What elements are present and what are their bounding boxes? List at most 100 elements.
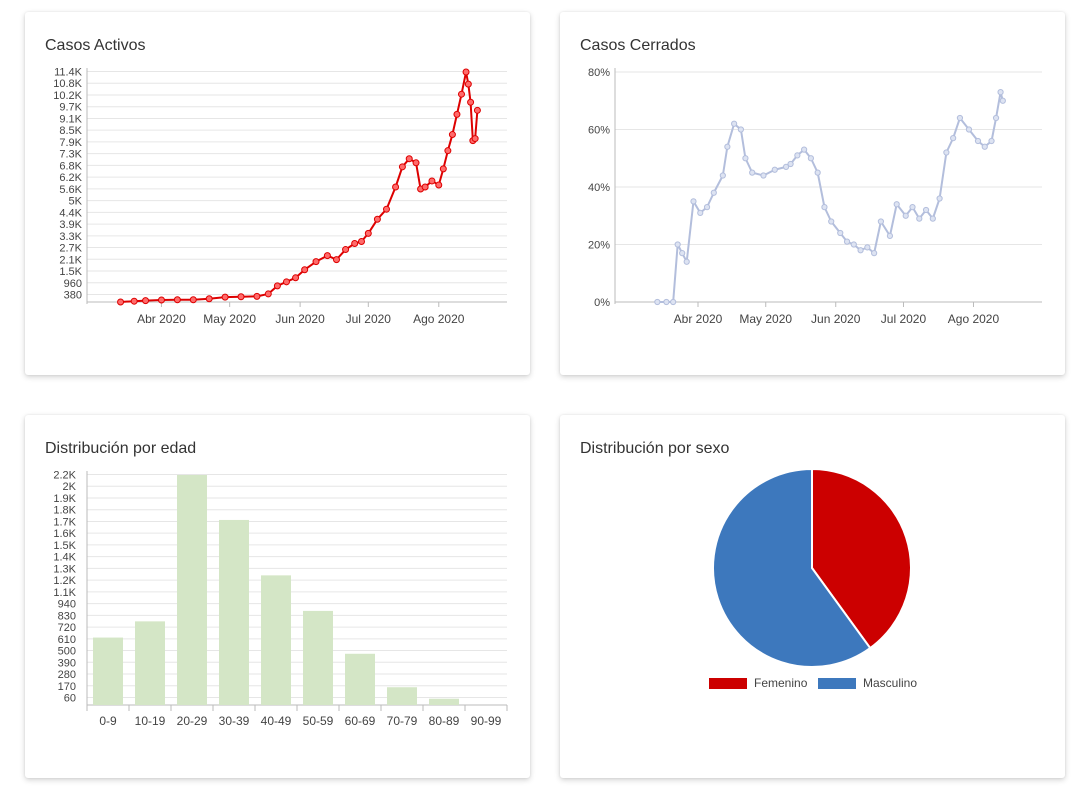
data-point [382,205,390,213]
bar [387,687,417,705]
x-tick-label: 40-49 [261,714,292,728]
data-point [674,241,681,248]
y-tick-label: 1.2K [53,575,76,587]
x-tick-label: 0-9 [99,714,117,728]
data-point [801,146,808,153]
x-tick-label: Ago 2020 [413,312,465,326]
y-tick-label: 7.9K [59,137,82,149]
data-point [771,166,778,173]
bar [135,621,165,705]
y-tick-label: 1.1K [53,587,76,599]
y-tick-label: 11.4K [54,67,83,79]
data-point [909,204,916,211]
legend-swatch-masculino [818,678,856,689]
bar [93,637,123,705]
x-tick-label: 30-39 [219,714,250,728]
x-tick-label: May 2020 [203,312,256,326]
data-point [663,298,670,306]
casos-activos-title: Casos Activos [45,37,146,54]
data-point [323,252,331,260]
data-point [724,143,731,150]
x-tick-label: 60-69 [345,714,376,728]
data-point [997,89,1004,96]
data-point [453,110,461,118]
y-tick-label: 380 [64,290,82,302]
y-tick-label: 9.1K [59,113,82,125]
data-point [471,135,479,143]
y-tick-label: 40% [588,182,610,194]
data-point [351,239,359,247]
data-point [444,147,452,155]
y-tick-label: 60 [64,693,76,705]
y-tick-label: 170 [58,681,76,693]
y-tick-label: 60% [588,125,610,137]
bar [177,475,207,705]
data-point [312,258,320,266]
data-point [843,238,851,245]
distribucion-sexo-card: Distribución por sexo Femenino Masculino [560,415,1065,778]
y-tick-label: 2K [63,481,77,493]
data-point [405,155,413,163]
data-point [981,143,988,150]
y-tick-label: 3.9K [59,219,82,231]
data-point [292,274,300,282]
data-point [850,241,857,248]
data-point [828,218,835,225]
data-point [264,290,272,298]
x-tick-label: Abr 2020 [674,312,723,326]
y-tick-label: 1.5K [59,266,82,278]
data-point [807,155,814,162]
data-point [679,250,686,257]
data-point [173,296,181,304]
data-point [392,183,400,191]
y-tick-label: 10.8K [53,78,82,90]
data-point [760,172,767,179]
y-tick-label: 1.3K [53,563,76,575]
data-point [974,137,982,145]
data-point [142,297,150,305]
data-point [130,297,138,305]
y-tick-label: 6.2K [59,172,82,184]
data-point [999,97,1006,104]
series-line [657,91,1004,303]
pie-slice-femenino [811,467,912,650]
data-point [373,215,381,223]
data-point [448,131,456,139]
x-tick-label: 20-29 [177,714,208,728]
y-tick-label: 500 [58,646,76,658]
data-point [117,298,125,306]
data-point [737,126,744,133]
data-point [929,215,936,222]
y-tick-label: 1.9K [53,493,76,505]
x-tick-label: 80-89 [429,714,460,728]
data-point [189,296,197,304]
data-point [821,204,828,211]
casos-activos-card: Casos Activos 380 960 1.5K 2.1K 2.7K 3.3K 3.9K… [25,12,530,375]
y-tick-label: 80% [588,67,610,79]
y-tick-label: 280 [58,669,76,681]
distribucion-sexo-title: Distribución por sexo [580,440,730,457]
bar [219,519,249,705]
data-point [421,183,429,191]
casos-cerrados-chart: 0% 20% 40% 60% 80% Abr 2020 May 2020 Jun 2020 Ju… [588,67,1042,326]
pie-slice-masculino [712,467,872,668]
casos-cerrados-card: Casos Cerrados 0% 20% 40% 60% 80% Abr 2020 May… [560,12,1065,375]
x-tick-label: 10-19 [135,714,166,728]
x-tick-label: 70-79 [387,714,418,728]
data-point [864,244,871,251]
x-tick-label: Jun 2020 [811,312,861,326]
data-point [710,189,717,196]
data-point [428,177,436,185]
data-point [301,266,309,274]
data-point [462,68,470,76]
distribucion-edad-card: Distribución por edad 60 170 280 390 500 610 7… [25,415,530,778]
data-point [877,218,884,225]
bar [345,653,375,705]
data-point [670,298,677,306]
data-point [950,135,957,142]
y-tick-label: 6.8K [59,160,82,172]
x-tick-label: May 2020 [739,312,792,326]
y-tick-label: 940 [58,599,76,611]
y-tick-label: 4.4K [59,207,82,219]
data-point [697,209,704,216]
